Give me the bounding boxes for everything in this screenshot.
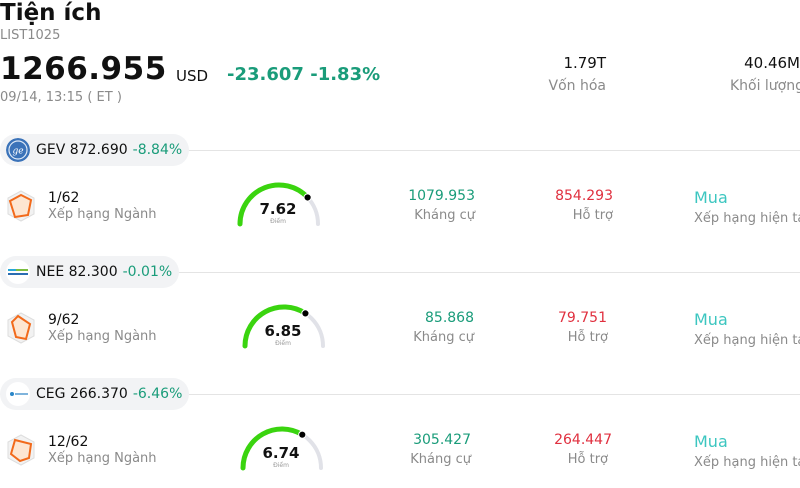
change-value: -23.607 — [227, 64, 304, 85]
score-label: Điểm — [270, 218, 286, 225]
gauge-marker — [301, 309, 310, 318]
industry-rank-label: Xếp hạng Ngành — [48, 451, 157, 466]
ge-logo-icon: ge — [6, 138, 30, 162]
resistance-label: Kháng cự — [414, 208, 475, 223]
stock-chip-gev[interactable]: ge GEV 872.690 -8.84% — [0, 134, 190, 166]
score-gauge — [242, 304, 325, 349]
timestamp: 09/14, 13:15 ( ET ) — [0, 90, 122, 105]
industry-rank: 9/62 — [48, 312, 80, 328]
current-rating: Mua — [694, 432, 728, 451]
volume-label: Khối lượng — [729, 78, 800, 94]
stock-change-pct: -8.84% — [132, 142, 183, 158]
resistance-value: 1079.953 — [408, 188, 475, 204]
market-cap-value: 1.79T — [563, 54, 606, 72]
support-label: Hỗ trợ — [567, 452, 608, 467]
score-gauge — [237, 182, 320, 227]
resistance-label: Kháng cự — [413, 330, 474, 345]
stock-change-pct: -0.01% — [122, 264, 173, 280]
gauge-fill — [240, 426, 305, 471]
score-gauge — [240, 426, 323, 471]
industry-rank-label: Xếp hạng Ngành — [48, 329, 157, 344]
svg-text:ge: ge — [12, 147, 23, 157]
score-value: 6.85 — [264, 322, 302, 340]
market-cap-label: Vốn hóa — [548, 78, 606, 94]
rank-icon — [6, 312, 36, 348]
nextera-logo-icon — [6, 260, 30, 284]
volume-value: 40.46M — [744, 54, 800, 72]
stock-change-pct: -6.46% — [132, 386, 183, 402]
rank-icon — [6, 190, 36, 226]
constellation-logo-icon — [6, 382, 30, 406]
score-label: Điểm — [275, 340, 291, 347]
score-value: 6.74 — [262, 444, 300, 462]
resistance-label: Kháng cự — [410, 452, 471, 467]
gauge-marker — [298, 430, 307, 439]
currency: USD — [176, 67, 209, 85]
stock-symbol: NEE 82.300 — [36, 264, 118, 280]
rank-icon — [6, 434, 36, 470]
change-percent: -1.83% — [310, 64, 381, 85]
industry-rank: 12/62 — [48, 434, 89, 450]
gauge-fill — [237, 182, 311, 227]
gauge-marker — [303, 193, 312, 202]
page-title: Tiện ích — [0, 0, 102, 26]
industry-rank: 1/62 — [48, 190, 80, 206]
industry-rank-label: Xếp hạng Ngành — [48, 207, 157, 222]
stock-chip-ceg[interactable]: CEG 266.370 -6.46% — [0, 378, 190, 410]
current-rating-label: Xếp hạng hiện tại — [694, 333, 800, 348]
support-value: 79.751 — [558, 310, 607, 326]
score-value: 7.62 — [259, 200, 297, 218]
gauge-fill — [242, 304, 308, 349]
divider — [0, 272, 800, 273]
divider — [0, 394, 800, 395]
support-value: 854.293 — [555, 188, 613, 204]
list-code: LIST1025 — [0, 28, 61, 43]
current-rating-label: Xếp hạng hiện tại — [694, 211, 800, 226]
current-rating: Mua — [694, 310, 728, 329]
support-label: Hỗ trợ — [567, 330, 608, 345]
current-rating-label: Xếp hạng hiện tại — [694, 455, 800, 470]
stock-chip-nee[interactable]: NEE 82.300 -0.01% — [0, 256, 180, 288]
divider — [0, 150, 800, 151]
current-rating: Mua — [694, 188, 728, 207]
support-value: 264.447 — [554, 432, 612, 448]
stock-symbol: CEG 266.370 — [36, 386, 128, 402]
support-label: Hỗ trợ — [572, 208, 613, 223]
score-label: Điểm — [273, 462, 289, 469]
price-change: -23.607 -1.83% — [227, 64, 380, 85]
stock-symbol: GEV 872.690 — [36, 142, 128, 158]
index-price: 1266.955 — [0, 51, 167, 87]
resistance-value: 305.427 — [413, 432, 471, 448]
resistance-value: 85.868 — [425, 310, 474, 326]
